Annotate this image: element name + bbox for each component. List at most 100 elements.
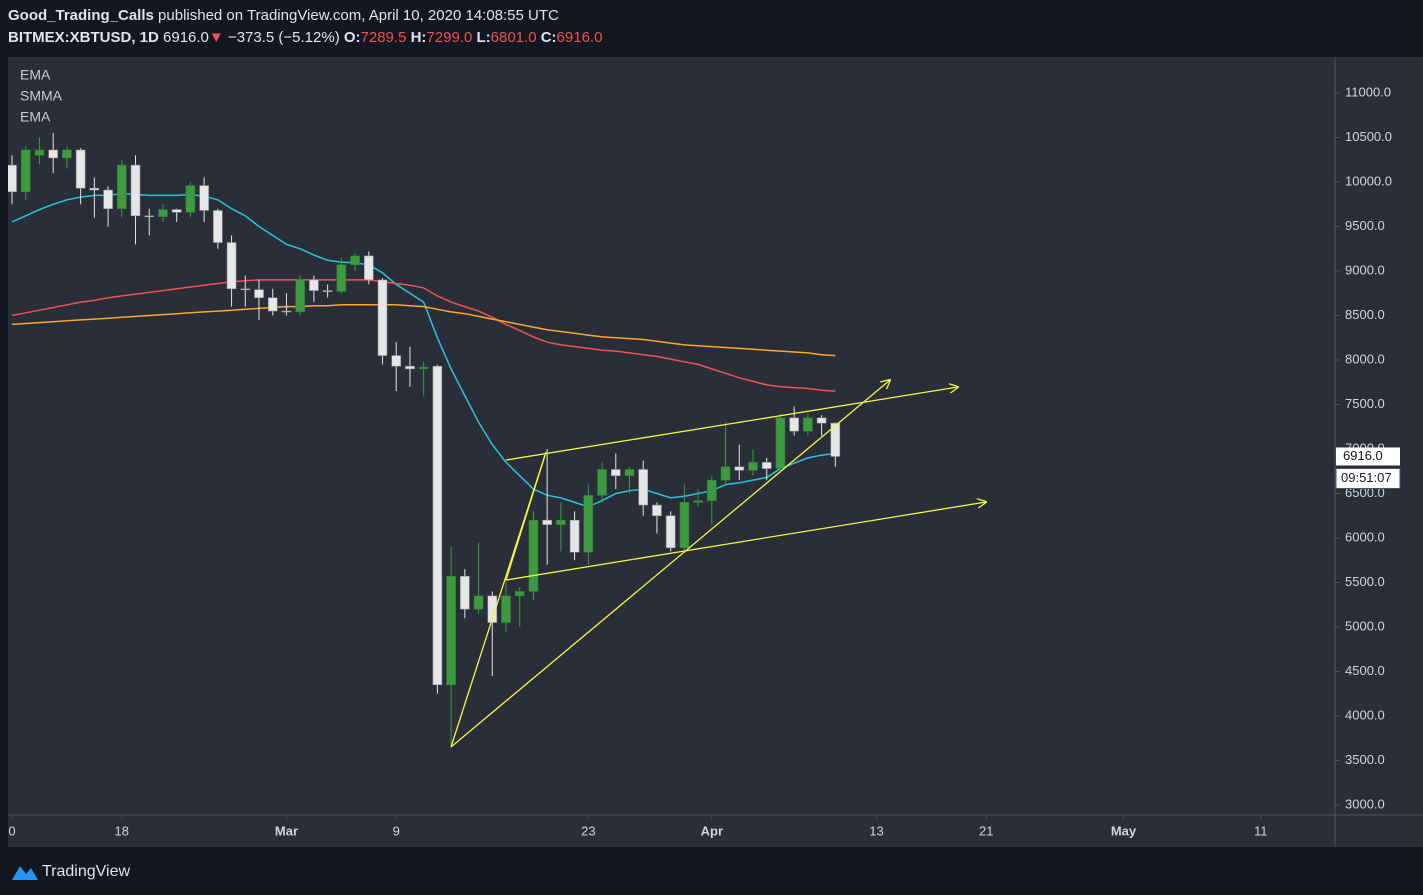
candle-body bbox=[171, 209, 182, 213]
candle-body bbox=[418, 366, 429, 370]
x-tick-label: 23 bbox=[581, 823, 595, 838]
candle-body bbox=[185, 185, 196, 213]
candle-body bbox=[803, 417, 813, 432]
published: published on TradingView.com, April 10, … bbox=[158, 7, 559, 24]
candle-body bbox=[130, 164, 141, 217]
candle-body bbox=[295, 279, 305, 313]
candle-body bbox=[679, 502, 690, 549]
candle-body bbox=[254, 289, 264, 299]
last-price-label: 6916.0 bbox=[1343, 448, 1383, 463]
candle-body bbox=[610, 469, 621, 477]
candle-body bbox=[707, 479, 717, 501]
candle-body bbox=[734, 466, 745, 471]
candle-body bbox=[597, 469, 607, 496]
candle-body bbox=[75, 149, 86, 189]
logo: TradingView bbox=[12, 863, 130, 880]
last-price-box bbox=[1336, 447, 1400, 466]
candle-body bbox=[377, 279, 388, 356]
candle-body bbox=[473, 595, 484, 610]
axes: 3000.0 3500.0 4000.0 4500.0 5000.0 5500.0 6000… bbox=[8, 84, 1401, 838]
y-tick-label: 8000.0 bbox=[1345, 351, 1385, 366]
header-line-2: BITMEX:XBTUSD, 1D 6916.0▼ −373.5 (−5.12%… bbox=[8, 29, 602, 46]
close: 6916.0 bbox=[557, 29, 603, 46]
candle-body bbox=[240, 288, 251, 291]
candle-body bbox=[460, 575, 470, 610]
candle-body bbox=[158, 209, 168, 218]
brand: TradingView bbox=[42, 863, 130, 880]
y-tick-label: 9500.0 bbox=[1345, 218, 1385, 233]
candle-body bbox=[48, 149, 58, 159]
open: 7289.5 bbox=[361, 29, 407, 46]
plot bbox=[8, 133, 841, 748]
y-tick-label: 4500.0 bbox=[1345, 663, 1385, 678]
high-label: H: bbox=[411, 29, 427, 46]
trend-line bbox=[505, 451, 547, 581]
x-tick-label: 0 bbox=[8, 823, 15, 838]
candle-body bbox=[761, 462, 772, 469]
candle-body bbox=[226, 242, 237, 290]
candle-body bbox=[144, 215, 155, 218]
y-tick-label: 11000.0 bbox=[1345, 84, 1391, 99]
chart-panel bbox=[8, 57, 1423, 847]
indicator-line bbox=[11, 279, 836, 392]
candle-body bbox=[638, 469, 649, 506]
x-tick-label: 21 bbox=[979, 823, 993, 838]
candle-body bbox=[501, 595, 511, 623]
y-tick-label: 3000.0 bbox=[1345, 796, 1385, 811]
candle-body bbox=[336, 264, 347, 292]
candle-body bbox=[542, 519, 552, 525]
candle-body bbox=[665, 515, 676, 549]
author: Good_Trading_Calls bbox=[8, 7, 154, 24]
candle-body bbox=[624, 469, 635, 477]
candle-body bbox=[281, 310, 292, 313]
legend-entry: EMA bbox=[20, 109, 51, 125]
low: 6801.0 bbox=[491, 29, 537, 46]
trend-line bbox=[505, 387, 958, 461]
header-line-1: Good_Trading_Calls published on TradingV… bbox=[8, 7, 559, 24]
y-tick-label: 7500.0 bbox=[1345, 396, 1385, 411]
candle-body bbox=[720, 466, 731, 481]
symbol: BITMEX:XBTUSD, 1D bbox=[8, 29, 159, 46]
x-tick-label: 18 bbox=[115, 823, 129, 838]
countdown-box bbox=[1335, 467, 1401, 489]
candle-body bbox=[432, 365, 443, 686]
x-tick-label: 11 bbox=[1254, 823, 1268, 838]
y-tick-label: 5000.0 bbox=[1345, 618, 1385, 633]
candle-body bbox=[789, 417, 799, 432]
candle-body bbox=[350, 255, 360, 266]
trend-drawings bbox=[450, 380, 986, 748]
price: 6916.0 bbox=[163, 29, 209, 46]
close-label: C: bbox=[541, 29, 557, 46]
open-label: O: bbox=[344, 29, 361, 46]
y-tick-label: 10000.0 bbox=[1345, 173, 1392, 188]
y-tick-label: 8500.0 bbox=[1345, 307, 1385, 322]
candle-body bbox=[213, 210, 223, 243]
candle-body bbox=[322, 290, 333, 292]
y-tick-label: 9000.0 bbox=[1345, 262, 1385, 277]
candle-body bbox=[267, 297, 278, 312]
candle-body bbox=[20, 149, 31, 193]
y-tick-label: 6000.0 bbox=[1345, 529, 1385, 544]
candle-body bbox=[34, 149, 45, 156]
candle-body bbox=[363, 255, 374, 281]
change: −373.5 (−5.12%) bbox=[228, 29, 340, 46]
x-tick-label: 13 bbox=[869, 823, 883, 838]
candle-body bbox=[309, 279, 319, 291]
trend-line bbox=[450, 380, 890, 748]
countdown-label: 09:51:07 bbox=[1341, 470, 1392, 485]
candle-body bbox=[8, 164, 17, 193]
indicator-line bbox=[11, 304, 836, 357]
candle-body bbox=[775, 417, 786, 469]
x-tick-label: Mar bbox=[275, 823, 298, 838]
candle-body bbox=[446, 575, 456, 686]
logo-icon bbox=[12, 866, 38, 880]
candle-body bbox=[569, 519, 580, 553]
candle-body bbox=[652, 504, 662, 517]
candle-body bbox=[89, 187, 100, 191]
arrow: ▼ bbox=[209, 29, 224, 46]
y-tick-label: 5500.0 bbox=[1345, 574, 1385, 589]
y-tick-label: 3500.0 bbox=[1345, 752, 1385, 767]
candle-body bbox=[199, 185, 209, 211]
